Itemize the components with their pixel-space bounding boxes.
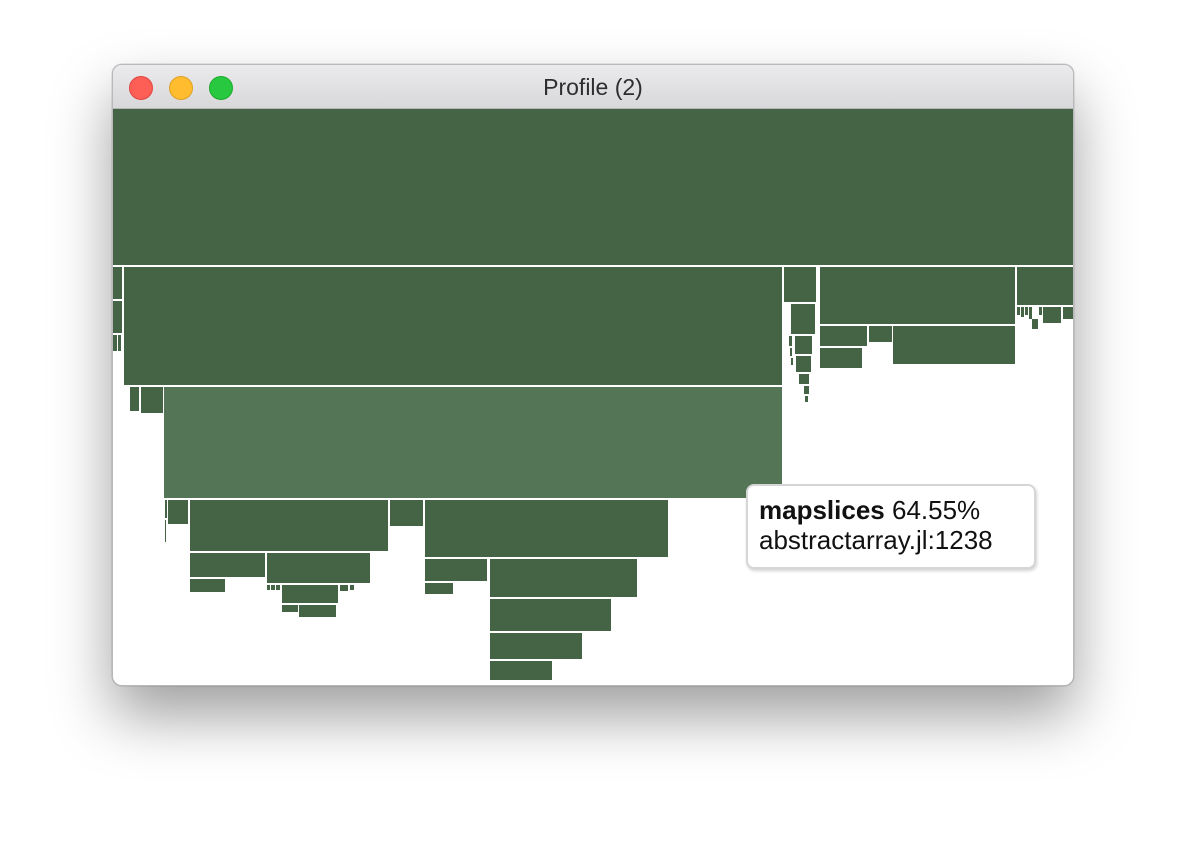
close-button[interactable] <box>129 76 153 100</box>
flame-frame[interactable] <box>113 335 117 351</box>
flame-frame[interactable] <box>113 267 122 299</box>
profile-window: Profile (2) mapslices 64.55% abstractarr… <box>112 64 1074 686</box>
flame-frame[interactable] <box>490 633 582 659</box>
flame-frame[interactable] <box>820 348 862 368</box>
flame-frame[interactable] <box>425 559 487 581</box>
flame-frame[interactable] <box>267 553 370 583</box>
flame-frame[interactable] <box>490 559 637 597</box>
flame-frame[interactable] <box>1029 307 1032 319</box>
flame-frame[interactable] <box>791 358 793 365</box>
flame-frame[interactable] <box>168 500 188 524</box>
flame-frame[interactable] <box>790 348 792 356</box>
flame-frame[interactable] <box>425 583 453 594</box>
flame-frame[interactable] <box>490 599 611 631</box>
tooltip-location: abstractarray.jl:1238 <box>759 525 993 555</box>
flame-frame[interactable] <box>1032 319 1038 329</box>
flame-frame[interactable] <box>1039 307 1042 315</box>
flamegraph-canvas[interactable]: mapslices 64.55% abstractarray.jl:1238 <box>113 109 1073 685</box>
flame-frame[interactable] <box>340 585 348 591</box>
flame-frame[interactable] <box>113 301 122 333</box>
flame-frame[interactable] <box>113 109 1073 265</box>
flame-frame[interactable] <box>799 374 809 384</box>
flame-frame[interactable] <box>796 356 811 372</box>
flame-frame[interactable] <box>190 553 265 577</box>
flame-frame[interactable] <box>190 579 225 592</box>
flame-frame[interactable] <box>490 661 552 680</box>
tooltip-percent: 64.55% <box>891 495 981 525</box>
flame-frame[interactable] <box>425 500 668 557</box>
flame-frame[interactable] <box>124 267 782 385</box>
window-title: Profile (2) <box>543 74 643 100</box>
flame-frame[interactable] <box>893 326 1015 364</box>
flame-frame[interactable] <box>791 304 815 334</box>
flame-frame[interactable] <box>299 605 336 617</box>
flame-frame[interactable] <box>789 336 792 346</box>
flame-frame[interactable] <box>165 520 166 542</box>
tooltip-function-name: mapslices <box>759 495 885 525</box>
flame-frame[interactable] <box>130 387 139 411</box>
flame-frame[interactable] <box>820 267 1015 324</box>
flame-frame[interactable] <box>1025 307 1028 315</box>
flame-frame[interactable] <box>271 585 275 590</box>
flame-frame[interactable] <box>1063 307 1073 319</box>
flame-frame[interactable] <box>1021 307 1024 317</box>
tooltip-header: mapslices 64.55% <box>759 495 1034 525</box>
minimize-button[interactable] <box>169 76 193 100</box>
flame-frame[interactable] <box>141 387 163 413</box>
flame-frame[interactable] <box>276 585 280 590</box>
flame-frame[interactable] <box>820 326 867 346</box>
flame-frame[interactable] <box>190 500 388 551</box>
flame-frame[interactable] <box>784 267 816 302</box>
flame-frame-selected[interactable] <box>164 387 782 498</box>
flame-frame[interactable] <box>795 336 812 354</box>
flame-frame[interactable] <box>804 386 809 394</box>
flame-frame[interactable] <box>165 500 167 518</box>
flame-frame[interactable] <box>282 605 298 612</box>
title-bar[interactable]: Profile (2) <box>113 65 1073 109</box>
flame-frame[interactable] <box>282 585 338 603</box>
flame-frame[interactable] <box>1017 307 1020 315</box>
flame-frame[interactable] <box>267 585 270 590</box>
flame-frame[interactable] <box>1043 307 1061 323</box>
flame-frame[interactable] <box>869 326 892 342</box>
flame-frame[interactable] <box>390 500 423 526</box>
zoom-button[interactable] <box>209 76 233 100</box>
flame-frame[interactable] <box>1017 267 1073 305</box>
frame-tooltip: mapslices 64.55% abstractarray.jl:1238 <box>746 484 1036 569</box>
flame-frame[interactable] <box>350 585 354 590</box>
flame-frame[interactable] <box>118 335 121 351</box>
flame-frame[interactable] <box>805 396 808 402</box>
